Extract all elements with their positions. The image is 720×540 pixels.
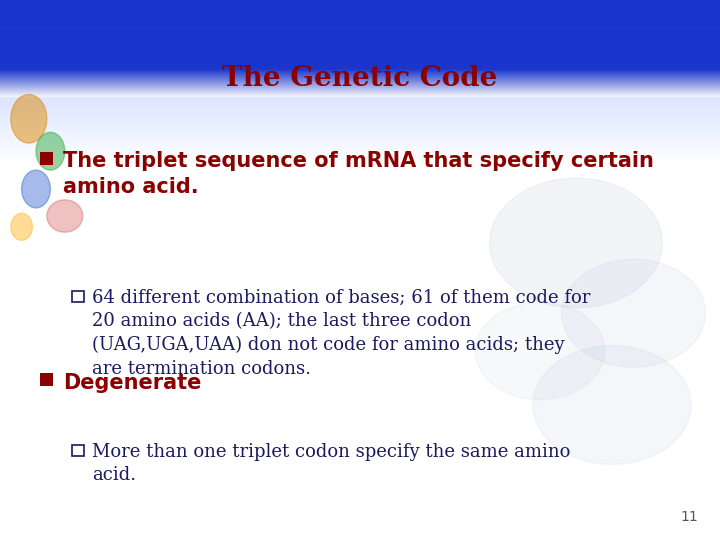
Text: 64 different combination of bases; 61 of them code for
20 amino acids (AA); the : 64 different combination of bases; 61 of… [92,289,590,378]
Text: The triplet sequence of mRNA that specify certain
amino acid.: The triplet sequence of mRNA that specif… [63,151,654,197]
Ellipse shape [36,132,65,170]
Text: 11: 11 [680,510,698,524]
Circle shape [475,302,605,400]
Ellipse shape [47,200,83,232]
Text: More than one triplet codon specify the same amino
acid.: More than one triplet codon specify the … [92,443,570,484]
Circle shape [490,178,662,308]
Ellipse shape [11,213,32,240]
Text: The Genetic Code: The Genetic Code [222,65,498,92]
FancyBboxPatch shape [40,152,53,165]
Ellipse shape [22,170,50,208]
Text: Degenerate: Degenerate [63,373,201,393]
Circle shape [562,259,706,367]
Circle shape [533,346,691,464]
FancyBboxPatch shape [40,373,53,386]
Ellipse shape [11,94,47,143]
